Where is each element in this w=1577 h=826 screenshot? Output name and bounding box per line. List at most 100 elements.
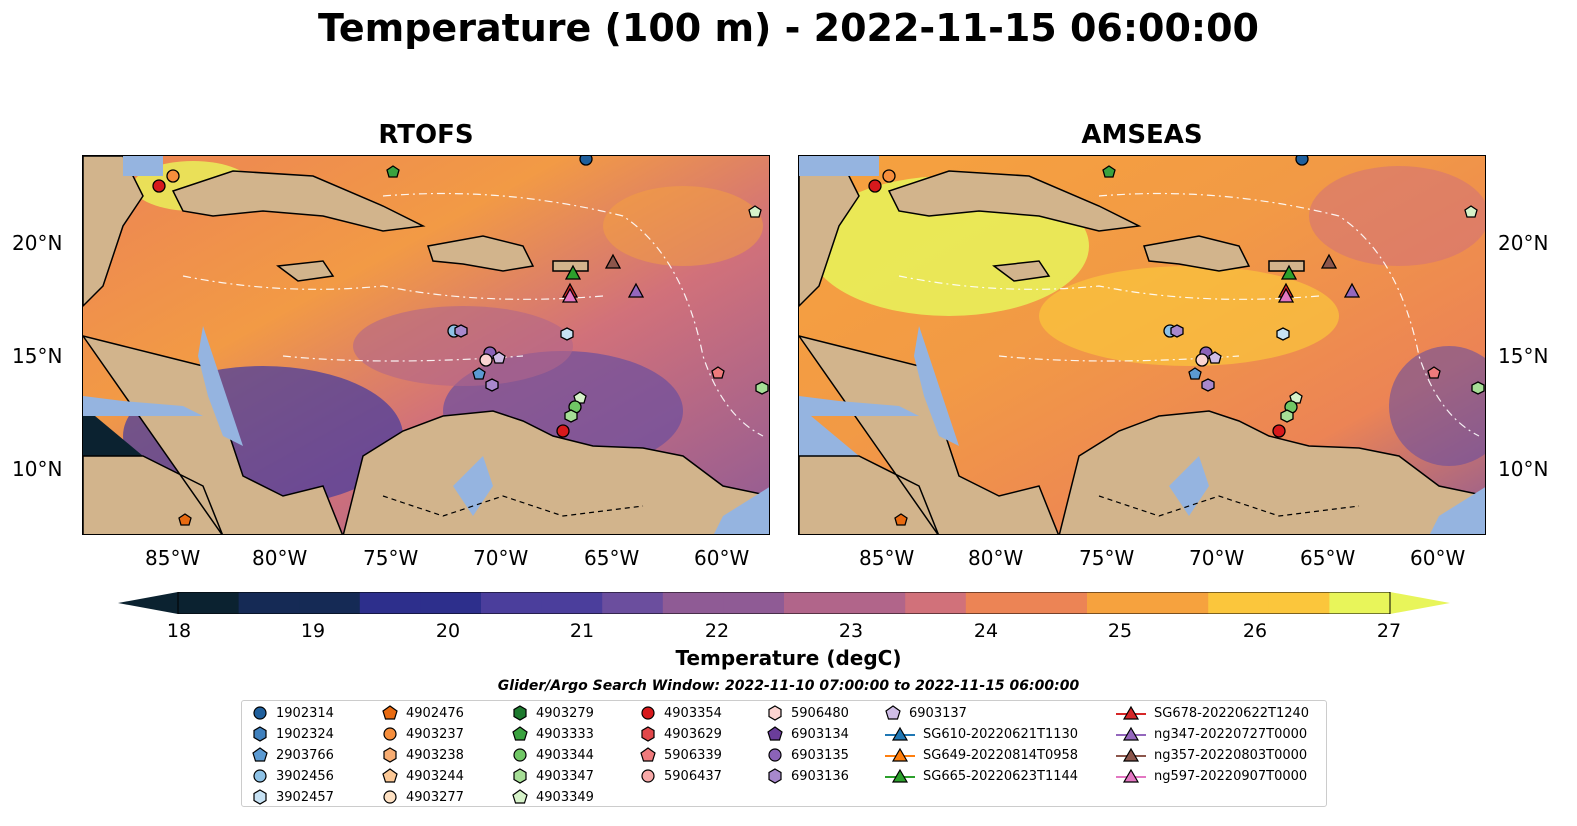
float-marker[interactable] <box>755 381 769 395</box>
glider-marker[interactable] <box>1280 264 1298 280</box>
float-marker[interactable] <box>1102 165 1116 178</box>
colorbar <box>118 592 1450 614</box>
float-marker[interactable] <box>556 424 570 438</box>
float-marker[interactable] <box>1427 366 1441 379</box>
float-marker[interactable] <box>1471 381 1485 395</box>
float-marker[interactable] <box>882 169 896 183</box>
float-marker[interactable] <box>894 513 908 526</box>
float-marker[interactable] <box>1170 324 1184 338</box>
legend-marker-icon <box>641 726 655 742</box>
lat-tick-label: 20°N <box>1498 231 1549 255</box>
legend-item-label: SG610-20220621T1130 <box>923 726 1079 742</box>
colorbar-segment <box>481 592 543 614</box>
colorbar-segment <box>541 592 603 614</box>
legend-item-label: ng347-20220727T0000 <box>1154 726 1308 742</box>
glider-marker[interactable] <box>604 253 622 269</box>
float-marker[interactable] <box>166 169 180 183</box>
colorbar-tick: 18 <box>166 620 192 642</box>
lat-tick-label: 10°N <box>1498 457 1549 481</box>
glider-marker[interactable] <box>564 264 582 280</box>
float-marker[interactable] <box>1276 327 1290 341</box>
float-marker[interactable] <box>711 366 725 379</box>
legend-marker-icon <box>253 726 267 742</box>
float-marker[interactable] <box>1295 156 1309 166</box>
legend-item-label: 4903344 <box>536 747 594 763</box>
colorbar-segments <box>178 592 1391 614</box>
colorbar-extend-low <box>118 592 178 614</box>
float-marker[interactable] <box>178 513 192 526</box>
legend-item: 4903244 <box>382 768 464 784</box>
colorbar-tick: 26 <box>1242 620 1268 642</box>
float-marker[interactable] <box>479 353 493 367</box>
colorbar-segment <box>359 592 421 614</box>
central-america-landmass <box>799 335 1060 534</box>
legend-item: SG678-20220622T1240 <box>1116 705 1309 721</box>
float-marker[interactable] <box>1464 205 1478 218</box>
legend-marker-icon <box>382 705 398 720</box>
legend-marker-icon <box>640 747 656 762</box>
legend-marker-icon <box>253 789 267 805</box>
float-marker[interactable] <box>868 179 882 193</box>
legend-marker-icon <box>513 748 527 762</box>
lon-tick-label: 85°W <box>859 546 915 570</box>
float-marker[interactable] <box>152 179 166 193</box>
float-marker[interactable] <box>454 324 468 338</box>
puerto-rico-landmass <box>1268 260 1305 272</box>
legend-marker-icon <box>512 789 528 804</box>
lake-maracaibo <box>453 456 493 516</box>
colorbar-segment <box>784 592 846 614</box>
legend-item-label: 6903136 <box>791 768 849 784</box>
colorbar-segment <box>1268 592 1330 614</box>
glider-marker[interactable] <box>1277 287 1295 303</box>
legend-marker-icon <box>885 726 915 741</box>
colorbar-segment <box>602 592 664 614</box>
float-marker[interactable] <box>1195 353 1209 367</box>
legend-marker-icon <box>252 747 268 762</box>
float-marker[interactable] <box>1272 424 1286 438</box>
legend-item: 4903238 <box>382 747 464 763</box>
legend-marker-icon <box>768 705 782 721</box>
legend-item: 1902314 <box>252 705 334 721</box>
amseas-map-canvas <box>799 156 1485 534</box>
float-marker[interactable] <box>485 378 499 392</box>
legend-item: 4903354 <box>640 705 722 721</box>
glider-marker[interactable] <box>627 282 645 298</box>
float-marker[interactable] <box>386 165 400 178</box>
colorbar-tick: 20 <box>435 620 461 642</box>
float-marker[interactable] <box>472 367 486 380</box>
colorbar-tick: 25 <box>1107 620 1133 642</box>
float-marker[interactable] <box>748 205 762 218</box>
lon-tick-label: 80°W <box>252 546 308 570</box>
float-marker[interactable] <box>579 156 593 166</box>
legend-item: 5906339 <box>640 747 722 763</box>
glider-marker[interactable] <box>1320 253 1338 269</box>
colorbar-segment <box>662 592 724 614</box>
legend-item-label: 3902456 <box>276 768 334 784</box>
rtofs-map[interactable] <box>82 155 770 535</box>
legend-marker-icon <box>513 705 527 721</box>
lon-tick-label: 70°W <box>473 546 529 570</box>
legend-item-label: 6903137 <box>909 705 967 721</box>
colorbar-segment <box>1329 592 1391 614</box>
lon-tick-label: 85°W <box>145 546 201 570</box>
legend-item-label: 5906437 <box>664 768 722 784</box>
legend-item: 4903344 <box>512 747 594 763</box>
float-marker[interactable] <box>1280 409 1294 423</box>
glider-marker[interactable] <box>561 287 579 303</box>
float-marker[interactable] <box>1208 351 1222 364</box>
float-marker[interactable] <box>560 327 574 341</box>
float-marker[interactable] <box>1188 367 1202 380</box>
legend-item-label: 5906480 <box>791 705 849 721</box>
eez-boundary <box>1098 192 1480 437</box>
legend-marker-icon <box>1116 726 1146 741</box>
glider-marker[interactable] <box>1343 282 1361 298</box>
lat-tick-label: 15°N <box>1498 344 1549 368</box>
float-marker[interactable] <box>1201 378 1215 392</box>
colorbar-segment <box>1087 592 1149 614</box>
float-marker[interactable] <box>492 351 506 364</box>
amseas-map[interactable] <box>798 155 1486 535</box>
legend-item: SG649-20220814T0958 <box>885 747 1078 763</box>
float-marker[interactable] <box>564 409 578 423</box>
legend-item-label: ng357-20220803T0000 <box>1154 747 1308 763</box>
legend-marker-icon <box>767 726 783 741</box>
